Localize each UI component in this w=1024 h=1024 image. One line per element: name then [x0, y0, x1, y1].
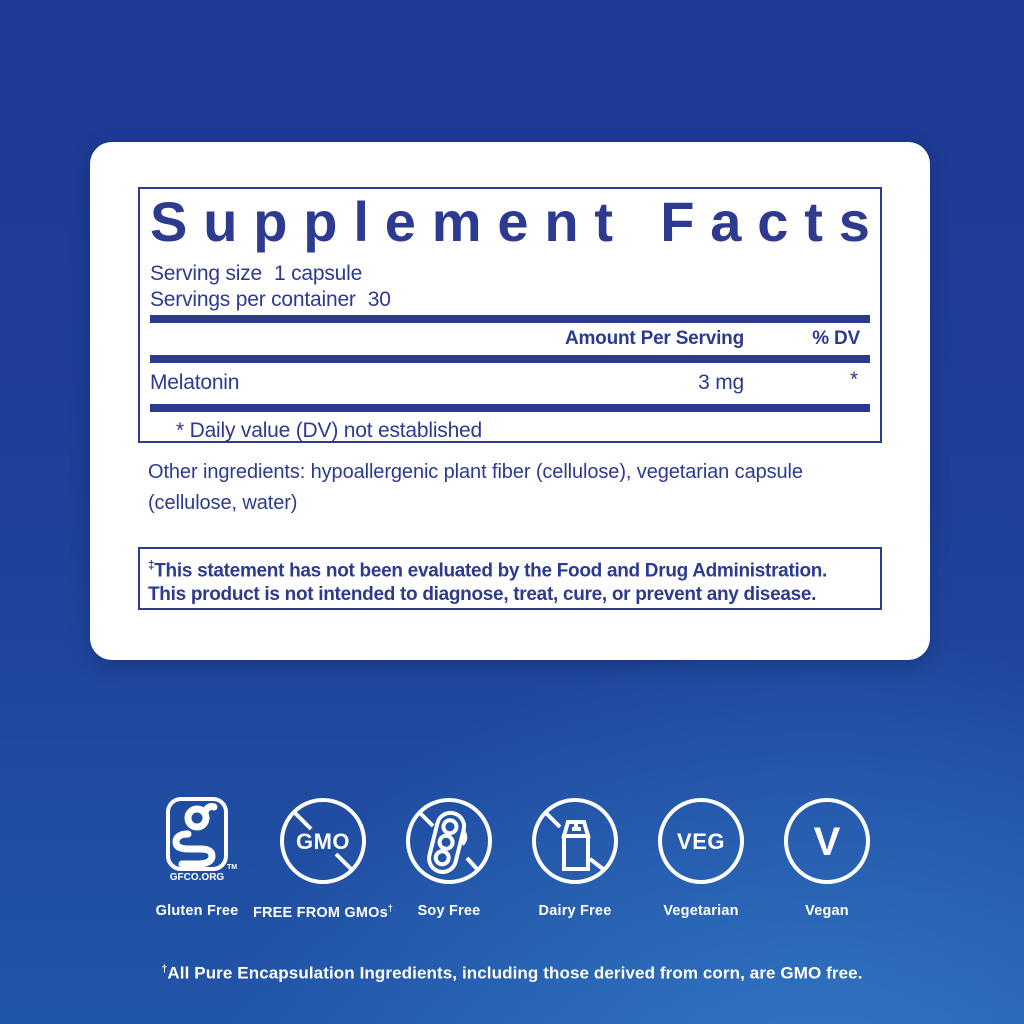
dagger-symbol: † — [387, 903, 394, 913]
ingredient-amount: 3 mg — [698, 371, 744, 394]
badge-label-gluten-free: Gluten Free — [155, 903, 239, 919]
no-gmo-icon: GMO — [278, 796, 368, 888]
serving-info: Serving size 1 capsule Servings per conta… — [150, 261, 870, 313]
badge-gmo-free: GMO FREE FROM GMOs† — [253, 796, 393, 921]
column-header-row: Amount Per Serving % DV — [150, 323, 870, 353]
ingredient-row: Melatonin 3 mg * — [150, 363, 870, 402]
gfco-gluten-free-icon: GFCO.ORG TM — [152, 796, 242, 888]
no-dairy-icon — [530, 796, 620, 888]
ingredient-dv: * — [850, 368, 858, 391]
dagger-symbol: † — [161, 963, 168, 975]
serving-size-line: Serving size 1 capsule — [150, 261, 870, 287]
badge-label-vegetarian: Vegetarian — [663, 903, 739, 919]
vegan-icon: V — [782, 796, 872, 888]
divider-bar — [150, 315, 870, 323]
badge-label-vegan: Vegan — [805, 903, 849, 919]
badge-label-gmo-free: FREE FROM GMOs† — [252, 903, 394, 921]
badge-vegan: V Vegan — [764, 796, 890, 921]
percent-dv-header: % DV — [812, 328, 860, 349]
other-ingredients-line1: Other ingredients: hypoallergenic plant … — [148, 461, 803, 483]
vegan-glyph-text: V — [814, 820, 841, 864]
gfco-org-text: GFCO.ORG — [170, 872, 225, 883]
certification-badges-row: GFCO.ORG TM Gluten Free GMO FREE FROM GM… — [0, 796, 1024, 921]
ingredient-name: Melatonin — [150, 371, 240, 394]
divider-bar — [150, 404, 870, 412]
serving-size-value: 1 capsule — [273, 262, 363, 285]
serving-size-label: Serving size — [150, 262, 262, 285]
vegetarian-icon: VEG — [656, 796, 746, 888]
trademark-symbol: TM — [227, 864, 237, 871]
other-ingredients: Other ingredients: hypoallergenic plant … — [148, 457, 872, 519]
gmo-free-footnote: †All Pure Encapsulation Ingredients, inc… — [161, 963, 863, 983]
badge-label-soy-free: Soy Free — [417, 903, 481, 919]
badge-dairy-free: Dairy Free — [512, 796, 638, 921]
dv-footnote: * Daily value (DV) not established — [176, 419, 483, 442]
fda-disclaimer-box: ‡This statement has not been evaluated b… — [138, 547, 882, 610]
gmo-glyph-text: GMO — [296, 829, 350, 854]
badge-vegetarian: VEG Vegetarian — [638, 796, 764, 921]
amount-per-serving-header: Amount Per Serving — [564, 328, 744, 349]
servings-label: Servings per container — [150, 288, 356, 311]
badge-soy-free: Soy Free — [386, 796, 512, 921]
badge-label-dairy-free: Dairy Free — [538, 903, 612, 919]
servings-value: 30 — [367, 288, 391, 311]
servings-per-container-line: Servings per container 30 — [150, 287, 870, 313]
no-soy-icon — [404, 796, 494, 888]
veg-glyph-text: VEG — [677, 829, 725, 854]
fda-disclaimer-line2: This product is not intended to diagnose… — [148, 584, 817, 606]
divider-bar — [150, 355, 870, 363]
fda-disclaimer-line1: ‡This statement has not been evaluated b… — [148, 559, 828, 582]
badge-gluten-free: GFCO.ORG TM Gluten Free — [134, 796, 260, 921]
double-dagger-symbol: ‡ — [148, 559, 155, 572]
other-ingredients-line2: (cellulose, water) — [148, 492, 298, 514]
